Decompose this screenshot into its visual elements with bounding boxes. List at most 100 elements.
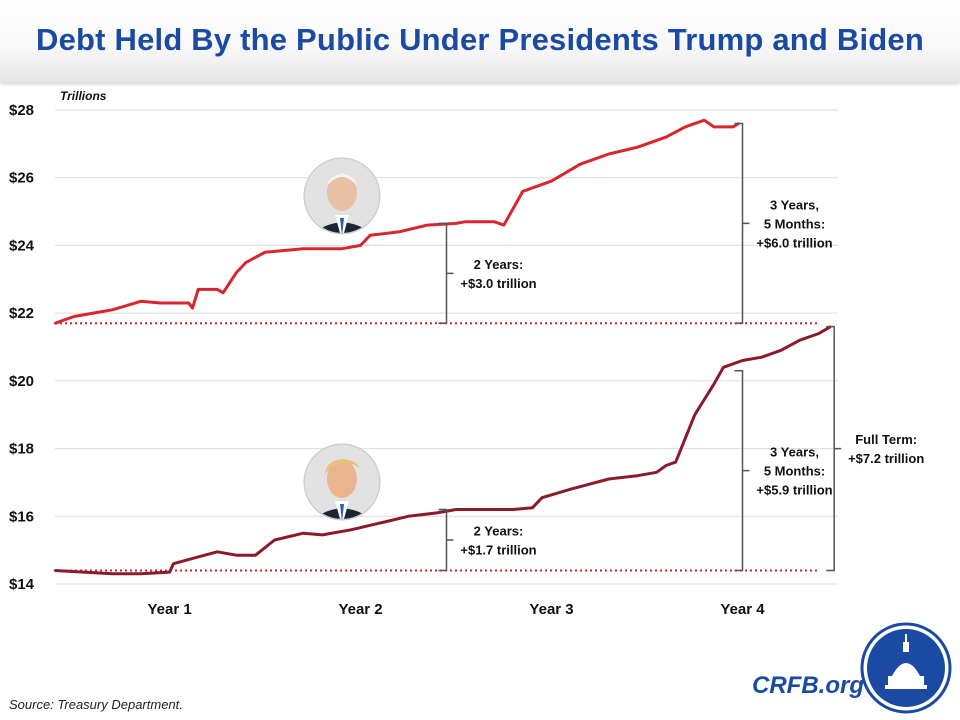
series-point-biden <box>397 230 400 234</box>
series-point-biden <box>197 288 200 291</box>
annotation-label: 3 Years, <box>770 445 819 460</box>
series-point-biden <box>191 306 194 310</box>
series-point-biden <box>636 146 639 149</box>
biden-portrait <box>303 157 381 235</box>
annotation-bracket <box>826 325 842 572</box>
series-point-trump <box>741 359 744 362</box>
y-tick-label: $22 <box>9 305 34 322</box>
series-point-trump <box>82 570 85 574</box>
series-point-trump <box>197 555 200 559</box>
series-point-trump <box>321 533 324 537</box>
trump-portrait <box>303 443 381 521</box>
series-point-trump <box>760 355 763 359</box>
series-point-biden <box>664 135 668 139</box>
series-point-trump <box>53 569 57 572</box>
y-tick-label: $16 <box>9 508 34 525</box>
annotation-bracket <box>438 508 454 572</box>
series-point-biden <box>502 223 505 227</box>
series-point-trump <box>531 506 534 510</box>
series-point-trump <box>407 515 410 518</box>
annotation-bracket <box>438 222 454 325</box>
series-point-biden <box>187 301 190 305</box>
x-tick-label: Year 1 <box>147 601 191 618</box>
series-point-biden <box>53 322 57 325</box>
annotation-label: +$6.0 trillion <box>756 235 832 250</box>
series-point-biden <box>454 222 458 225</box>
series-point-biden <box>684 125 687 129</box>
unit-label: Trillions <box>60 89 107 103</box>
series-point-biden <box>340 247 343 251</box>
series-point-biden <box>63 318 66 322</box>
annotation-label: +$5.9 trillion <box>756 483 832 498</box>
crfb-logo <box>860 622 952 714</box>
series-point-biden <box>521 190 525 193</box>
series-point-trump <box>817 332 821 335</box>
annotation-label: 5 Months: <box>764 216 825 231</box>
annotation-label: Full Term: <box>855 432 917 447</box>
series-point-trump <box>435 511 439 515</box>
series-point-biden <box>91 311 95 315</box>
series-point-trump <box>302 532 305 535</box>
capitol-icon <box>885 634 927 689</box>
series-point-trump <box>378 521 381 525</box>
series-point-biden <box>464 220 467 223</box>
series-point-biden <box>235 271 238 274</box>
series-point-biden <box>731 125 735 129</box>
series-point-biden <box>607 152 611 156</box>
series-line-biden <box>54 118 740 325</box>
annotation-label: 3 Years, <box>770 197 819 212</box>
series-point-trump <box>655 471 658 474</box>
series-point-trump <box>454 508 458 511</box>
series-point-trump <box>607 477 611 481</box>
series-point-biden <box>578 162 582 166</box>
y-tick-label: $28 <box>9 102 34 119</box>
annotation-label: 5 Months: <box>764 464 825 479</box>
series-point-biden <box>111 308 114 311</box>
series-point-biden <box>550 179 553 183</box>
series-point-biden <box>426 223 429 227</box>
x-tick-label: Year 3 <box>529 601 573 618</box>
series-point-trump <box>483 508 486 511</box>
brand-link[interactable]: CRFB.org <box>752 672 864 699</box>
annotation-label: +$7.2 trillion <box>848 451 924 466</box>
series-point-trump <box>540 496 544 499</box>
series-point-trump <box>273 538 276 542</box>
series-point-trump <box>712 383 716 386</box>
series-point-trump <box>722 366 725 369</box>
y-tick-label: $26 <box>9 170 34 187</box>
series-point-trump <box>254 554 257 557</box>
series-point-biden <box>139 300 143 303</box>
annotation-label: 2 Years: <box>474 257 524 272</box>
header-bar <box>0 0 960 82</box>
series-point-trump <box>512 508 515 511</box>
y-tick-label: $18 <box>9 441 34 458</box>
series-point-trump <box>798 339 802 342</box>
series-point-biden <box>368 234 372 237</box>
y-tick-label: $24 <box>9 237 35 254</box>
annotation-bracket <box>734 122 750 325</box>
source-note: Source: Treasury Department. <box>9 697 183 712</box>
series-point-trump <box>168 570 171 574</box>
series-point-biden <box>72 315 76 318</box>
series-point-trump <box>569 488 572 491</box>
annotation-label: 2 Years: <box>474 523 524 538</box>
series-point-trump <box>139 572 143 576</box>
series-point-biden <box>493 220 496 223</box>
x-tick-label: Year 2 <box>338 601 382 618</box>
series-point-biden <box>359 244 362 247</box>
series-point-trump <box>779 349 782 352</box>
series-point-trump <box>216 550 219 554</box>
series-point-biden <box>722 125 725 129</box>
series-point-trump <box>172 562 175 565</box>
series-point-biden <box>221 291 225 295</box>
series-line-trump <box>54 325 832 576</box>
series-point-trump <box>111 572 114 576</box>
series-point-biden <box>703 118 706 122</box>
chart-title: Debt Held By the Public Under Presidents… <box>36 22 924 57</box>
series-point-biden <box>216 288 219 291</box>
annotation-bracket <box>734 369 750 572</box>
y-tick-label: $20 <box>9 373 34 390</box>
series-point-biden <box>302 247 305 251</box>
series-point-biden <box>712 125 716 129</box>
